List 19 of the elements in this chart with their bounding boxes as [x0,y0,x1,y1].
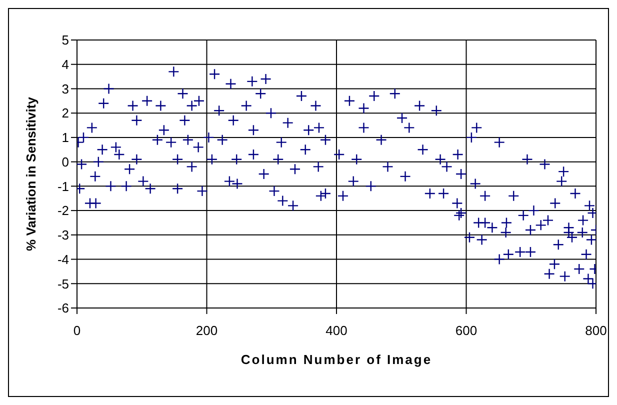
y-tick-label: 1 [62,130,69,146]
y-tick-label: -6 [57,300,69,316]
y-tick-label: 0 [62,154,69,170]
y-tick-label: 3 [62,81,69,96]
y-tick-label: 2 [62,106,69,121]
x-axis-title: Column Number of Image [240,352,432,367]
y-tick-label: -2 [57,203,69,218]
y-tick-label: -4 [57,252,69,267]
y-tick-label: 5 [62,32,69,48]
y-axis-title: % Variation in Sensitivity [24,96,39,251]
x-tick-label: 200 [196,323,218,338]
y-tick-label: -5 [57,276,69,292]
x-tick-label: 0 [73,323,81,338]
y-tick-label: 4 [62,56,69,72]
x-tick-label: 800 [585,323,607,338]
x-tick-label: 400 [326,323,348,338]
x-tick-label: 600 [455,323,478,338]
y-tick-label: -1 [57,178,69,194]
y-tick-label: -3 [57,228,69,243]
